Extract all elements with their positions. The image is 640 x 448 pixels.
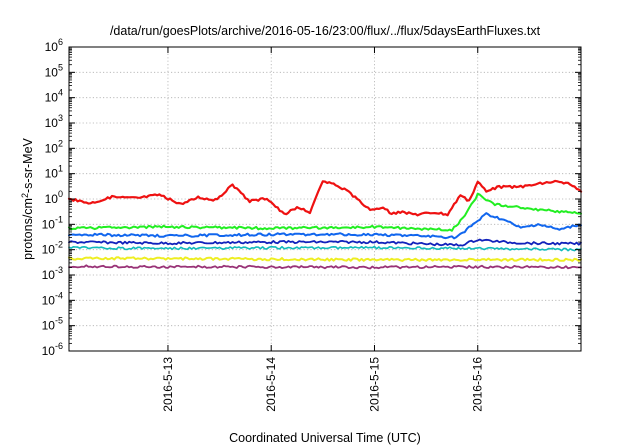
- series-line: [68, 238, 582, 247]
- series-line: [68, 245, 582, 252]
- y-axis-label: protons/cm2-s-sr-MeV: [20, 137, 35, 259]
- y-tick-label: 106: [45, 37, 63, 54]
- y-tick-label: 104: [45, 88, 63, 105]
- y-axis-label-exponent: 2: [20, 193, 30, 198]
- x-axis-label: Coordinated Universal Time (UTC): [229, 431, 421, 445]
- axis-ticks: [69, 46, 581, 352]
- y-tick-label: 102: [45, 138, 63, 155]
- series-line: [68, 256, 582, 262]
- series-line: [68, 264, 582, 270]
- grid-lines: [69, 47, 581, 351]
- x-tick-label: 2016-5-14: [264, 357, 278, 412]
- y-tick-label: 100: [45, 189, 63, 206]
- x-tick-label: 2016-5-13: [161, 357, 175, 412]
- y-tick-label: 10-3: [42, 265, 63, 282]
- series-line: [67, 179, 583, 217]
- y-tick-labels: 10-6 10-5 10-4 10-3 10-2 10-1 100 101 102 103 104 1…: [42, 37, 63, 358]
- y-axis-label-base: protons/cm: [21, 198, 35, 260]
- y-axis-label-units: -s-sr-MeV: [21, 137, 35, 193]
- y-tick-label: 10-5: [42, 316, 63, 333]
- y-tick-label: 10-1: [42, 214, 63, 231]
- y-tick-label: 101: [45, 164, 63, 181]
- y-tick-label: 105: [45, 62, 63, 79]
- y-tick-label: 10-2: [42, 240, 63, 257]
- y-tick-label: 103: [45, 113, 63, 130]
- chart-title: /data/run/goesPlots/archive/2016-05-16/2…: [110, 24, 541, 38]
- series-line: [68, 192, 582, 232]
- series-group: [67, 179, 583, 270]
- series-line: [68, 212, 582, 240]
- x-tick-labels: 2016-5-13 2016-5-14 2016-5-15 2016-5-16: [161, 357, 485, 412]
- y-tick-label: 10-6: [42, 341, 63, 358]
- x-tick-label: 2016-5-16: [471, 357, 485, 412]
- x-tick-label: 2016-5-15: [367, 357, 381, 412]
- y-tick-label: 10-4: [42, 290, 63, 307]
